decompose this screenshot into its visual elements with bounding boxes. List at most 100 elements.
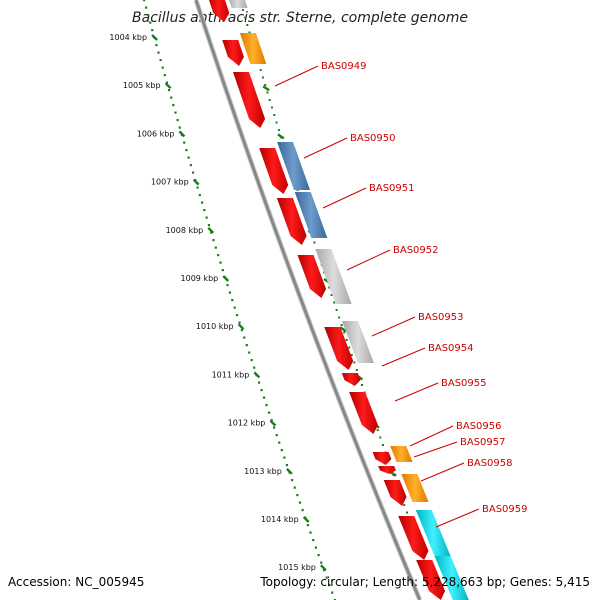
ruler-dot: [176, 119, 179, 122]
ruler-dot: [165, 81, 169, 84]
gene-label: BAS0952: [393, 245, 439, 256]
kbp-tick: [222, 275, 230, 282]
ruler-dot: [309, 531, 312, 534]
kbp-label: 1010 kbp: [196, 322, 234, 331]
ruler-dot: [320, 561, 323, 564]
guide-dot: [261, 76, 264, 79]
gene-leader-line: [420, 462, 465, 482]
ruler-dot: [267, 411, 271, 414]
gene-label: BAS0955: [441, 378, 487, 389]
gene-leader-line: [413, 441, 458, 458]
ruler-dot: [291, 479, 294, 482]
ruler-dot: [147, 14, 150, 17]
guide-dot: [335, 309, 338, 311]
feature-track: [209, 0, 469, 600]
ruler-dot: [200, 201, 204, 204]
ruler-dot: [172, 104, 175, 107]
ruler-dot: [185, 149, 188, 152]
cds-arrow: [233, 72, 266, 128]
kbp-label: 1012 kbp: [228, 419, 266, 428]
guide-dot: [266, 91, 269, 94]
gene-label: BAS0953: [418, 312, 464, 323]
ruler-dot: [243, 336, 246, 339]
ruler-dot: [228, 291, 232, 294]
ruler-dot: [240, 329, 244, 332]
orange-feature: [401, 474, 429, 502]
guide-dot: [350, 354, 353, 356]
ruler-dot: [293, 486, 296, 489]
orange-feature: [239, 33, 267, 64]
guide-dot: [381, 444, 384, 446]
ruler-dot: [238, 321, 241, 324]
ruler-dot: [219, 261, 222, 264]
gene-leader-line: [346, 249, 391, 271]
guide-dot: [355, 369, 358, 371]
guide-dot: [379, 436, 382, 439]
guide-dot: [248, 31, 251, 34]
ruler-dot: [170, 96, 173, 99]
guide-dot: [268, 99, 271, 101]
ruler-dot: [231, 299, 234, 302]
guide-dot: [330, 294, 333, 296]
ruler-dot: [149, 21, 152, 24]
cds-arrow: [276, 198, 307, 245]
guide-dot: [328, 286, 331, 289]
guide-dot: [270, 106, 273, 109]
ruler-dot: [285, 464, 289, 467]
kbp-tick: [237, 323, 245, 331]
ruler-dot: [235, 314, 239, 317]
cds-arrow: [297, 255, 327, 298]
guide-dot: [273, 114, 276, 116]
ruler-dot: [325, 576, 328, 579]
gray-feature: [342, 321, 374, 363]
ruler-dot: [151, 29, 154, 32]
guide-tick: [262, 85, 270, 92]
ruler-dot: [298, 501, 302, 504]
ruler-dot: [167, 89, 171, 92]
kbp-label: 1007 kbp: [151, 178, 189, 187]
kbp-tick: [302, 516, 310, 523]
cds-arrow: [222, 40, 244, 66]
ruler-dot: [221, 269, 224, 272]
accession-text: Accession: NC_005945: [8, 575, 145, 589]
gene-leader-line: [303, 137, 348, 159]
ruler-dot: [257, 381, 261, 384]
ruler-dot: [301, 509, 304, 512]
gene-leader-line: [381, 347, 426, 367]
genome-summary-text: Topology: circular; Length: 5,228,663 bp…: [260, 575, 590, 589]
kbp-label: 1014 kbp: [261, 515, 299, 524]
ruler-dot: [226, 284, 229, 287]
backbone-shadow: [193, 0, 423, 600]
kbp-tick: [320, 564, 327, 572]
gene-label: BAS0959: [482, 504, 528, 515]
ruler-dot: [262, 396, 266, 399]
ruler-dot: [314, 546, 318, 549]
ruler-dot: [196, 186, 199, 189]
ruler-dot: [312, 539, 315, 542]
ruler-dot: [205, 216, 208, 219]
cds-arrow: [259, 148, 289, 194]
backbone-line: [194, 0, 422, 600]
kbp-label: 1013 kbp: [244, 467, 282, 476]
ruler-dot: [217, 254, 220, 257]
gray-feature: [315, 249, 352, 304]
kbp-label: 1008 kbp: [166, 226, 204, 235]
cds-arrow: [378, 466, 396, 474]
ruler-dot: [207, 224, 210, 227]
blue-feature: [277, 142, 311, 190]
kbp-tick: [207, 226, 215, 234]
ruler-dot: [306, 524, 309, 527]
guide-dot: [275, 121, 278, 124]
ruler-dot: [275, 434, 278, 437]
guide-dot: [376, 429, 379, 431]
gene-callouts: BAS0949 BAS0950 BAS0951 BAS0952 BAS0953 BAS09…: [274, 61, 528, 528]
gene-leader-line: [394, 382, 439, 402]
guide-dot: [340, 324, 343, 326]
ruler-dot: [155, 44, 158, 47]
ruler-dot: [328, 584, 331, 587]
ruler-dot: [189, 164, 192, 167]
orange-feature: [390, 446, 413, 462]
kbp-label: 1004 kbp: [109, 33, 147, 42]
kbp-label: 1015 kbp: [278, 563, 316, 572]
guide-dot: [345, 339, 348, 341]
